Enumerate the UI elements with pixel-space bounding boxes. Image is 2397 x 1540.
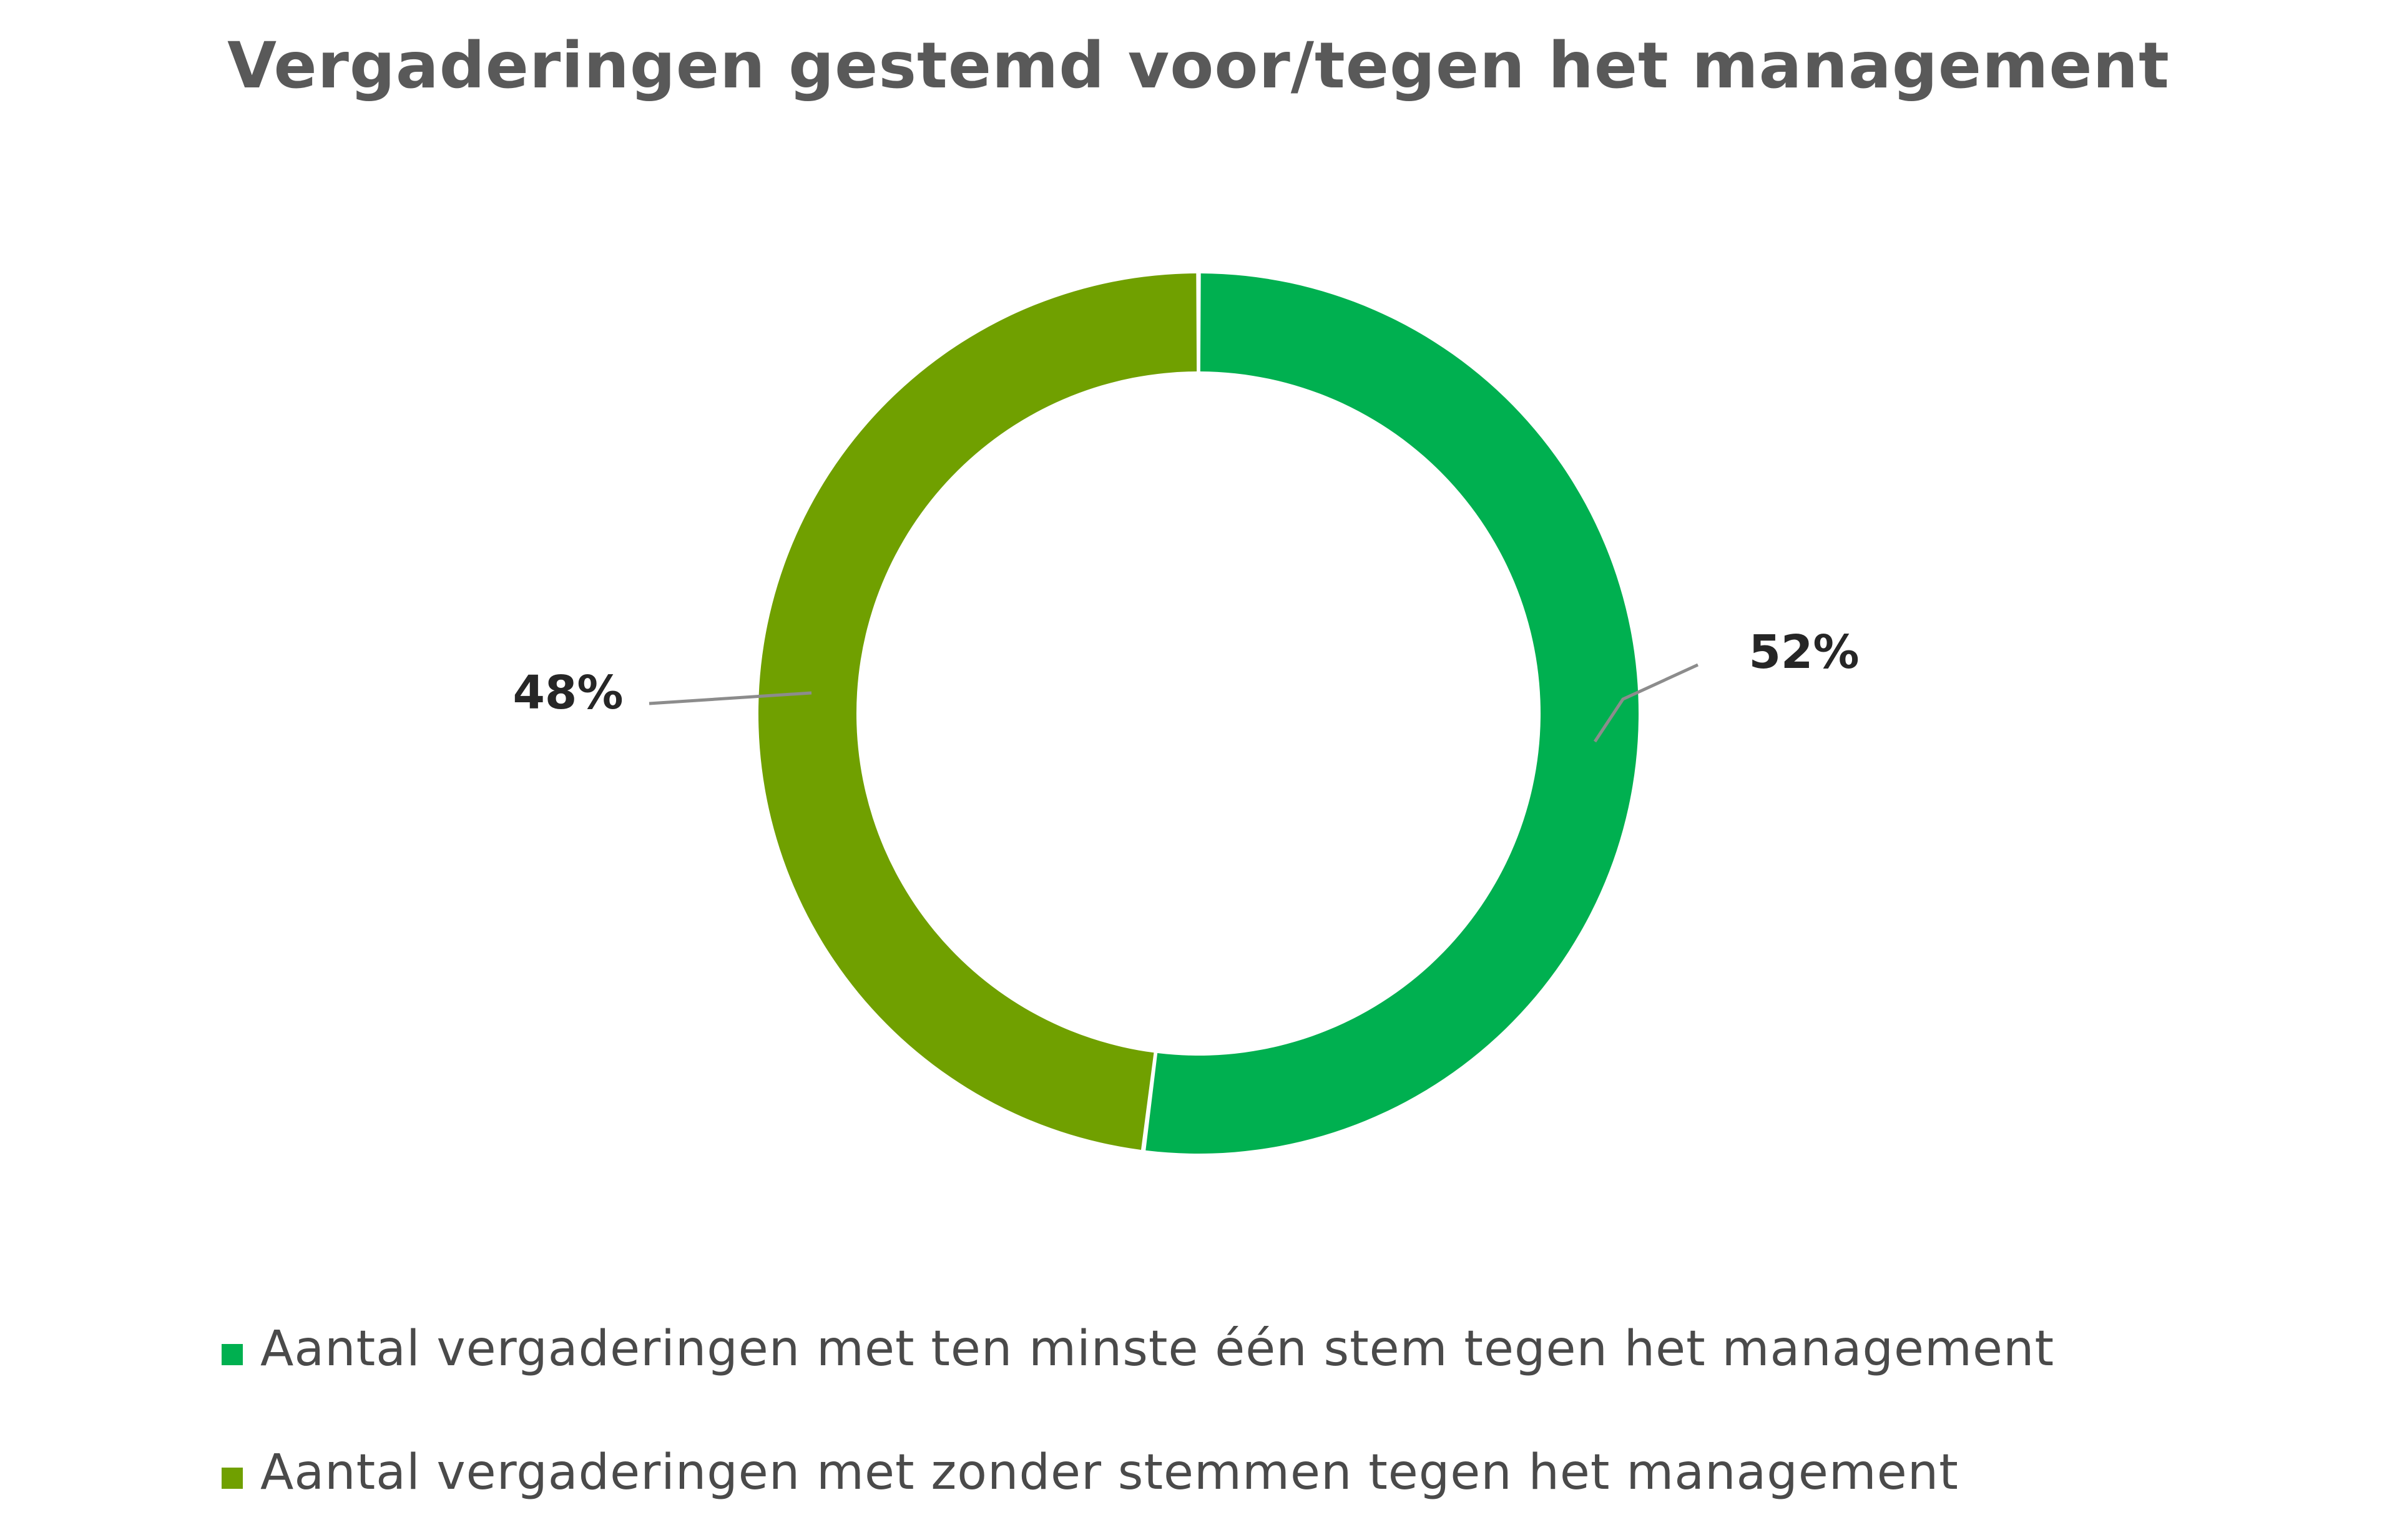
legend: Aantal vergaderingen met ten minste één … [222, 1321, 2054, 1501]
legend-label-2: Aantal vergaderingen met zonder stemmen … [260, 1444, 1959, 1501]
legend-item-2: Aantal vergaderingen met zonder stemmen … [222, 1444, 1959, 1501]
data-label-2: 48% [512, 666, 623, 720]
data-label-1: 52% [1748, 625, 1859, 679]
legend-swatch-2 [222, 1468, 243, 1489]
data-labels: 52% 48% [512, 625, 1860, 743]
donut-slice-1 [1145, 273, 1639, 1154]
leader-line-2 [649, 691, 812, 705]
donut-slices [758, 273, 1639, 1154]
legend-item-1: Aantal vergaderingen met ten minste één … [222, 1321, 2054, 1377]
legend-label-1: Aantal vergaderingen met ten minste één … [260, 1321, 2054, 1377]
leader-line-1 [1593, 663, 1699, 743]
chart-title: Vergaderingen gestemd voor/tegen het man… [227, 29, 2170, 103]
legend-swatch-1 [222, 1344, 243, 1365]
donut-slice-2 [758, 273, 1197, 1150]
